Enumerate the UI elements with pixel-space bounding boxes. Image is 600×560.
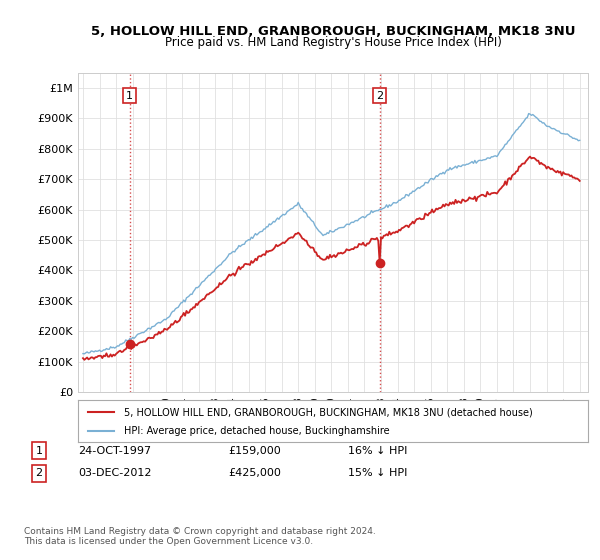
Text: 2: 2 xyxy=(35,468,43,478)
Text: Price paid vs. HM Land Registry's House Price Index (HPI): Price paid vs. HM Land Registry's House … xyxy=(164,36,502,49)
Text: £425,000: £425,000 xyxy=(228,468,281,478)
Text: 15% ↓ HPI: 15% ↓ HPI xyxy=(348,468,407,478)
Text: 5, HOLLOW HILL END, GRANBOROUGH, BUCKINGHAM, MK18 3NU (detached house): 5, HOLLOW HILL END, GRANBOROUGH, BUCKING… xyxy=(124,407,533,417)
Text: 24-OCT-1997: 24-OCT-1997 xyxy=(78,446,151,456)
Text: 5, HOLLOW HILL END, GRANBOROUGH, BUCKINGHAM, MK18 3NU: 5, HOLLOW HILL END, GRANBOROUGH, BUCKING… xyxy=(91,25,575,38)
Text: 1: 1 xyxy=(126,91,133,101)
Text: 2: 2 xyxy=(376,91,383,101)
Text: 03-DEC-2012: 03-DEC-2012 xyxy=(78,468,151,478)
Text: Contains HM Land Registry data © Crown copyright and database right 2024.
This d: Contains HM Land Registry data © Crown c… xyxy=(24,526,376,546)
Text: 1: 1 xyxy=(35,446,43,456)
Text: £159,000: £159,000 xyxy=(228,446,281,456)
Text: 16% ↓ HPI: 16% ↓ HPI xyxy=(348,446,407,456)
Text: HPI: Average price, detached house, Buckinghamshire: HPI: Average price, detached house, Buck… xyxy=(124,426,389,436)
